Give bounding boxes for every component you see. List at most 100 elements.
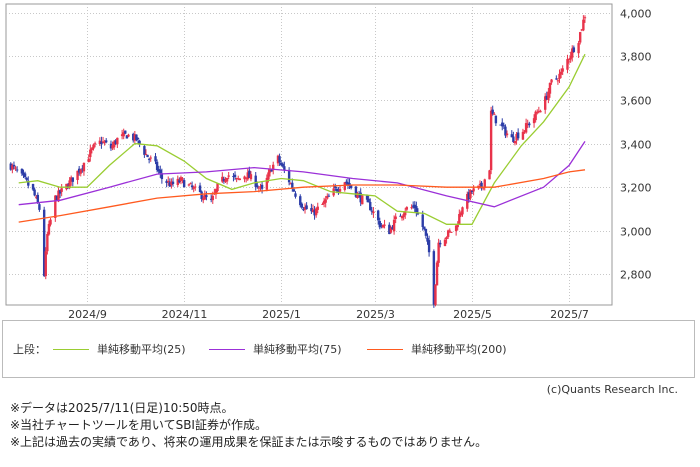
moving-average-line <box>18 141 586 208</box>
credit-text: (c)Quants Research Inc. <box>546 383 678 396</box>
candle-body <box>138 140 141 145</box>
candle-body <box>203 194 207 200</box>
y-tick-label: 3,200 <box>620 182 652 195</box>
candle-body <box>421 214 424 228</box>
candle-body <box>521 131 525 140</box>
candle-body <box>257 187 261 189</box>
candle-body <box>25 177 28 180</box>
y-tick-label: 4,000 <box>620 8 652 21</box>
candle-body <box>154 156 157 162</box>
candle-body <box>70 177 73 182</box>
candle-body <box>111 145 114 149</box>
candle-body <box>149 157 152 159</box>
candle-body <box>311 209 315 213</box>
candle-body <box>391 227 394 230</box>
candle-body <box>49 219 52 225</box>
candle-body <box>127 134 130 137</box>
candle-body <box>243 176 246 180</box>
candle-body <box>112 141 116 148</box>
candle-body <box>469 189 472 199</box>
candle-body <box>9 163 12 170</box>
candle-body <box>114 140 117 145</box>
candle-body <box>27 180 30 186</box>
candle-body <box>528 123 531 126</box>
candle-body <box>459 212 463 216</box>
candle-body <box>155 161 159 171</box>
y-tick-label: 3,600 <box>620 95 652 108</box>
candle-body <box>346 182 350 185</box>
candle-body <box>249 174 253 180</box>
candle-body <box>221 176 224 182</box>
candle-body <box>176 178 179 185</box>
candle-body <box>12 164 16 167</box>
candle-body <box>322 200 326 204</box>
candle-body <box>133 134 137 141</box>
candle-body <box>132 133 135 141</box>
candle-body <box>427 240 431 253</box>
candle-body <box>501 122 504 127</box>
candle-body <box>577 43 580 54</box>
candle-body <box>543 96 547 110</box>
candle-body <box>446 230 450 237</box>
candle-body <box>248 170 251 178</box>
candle-body <box>481 187 485 189</box>
candle-body <box>550 79 553 83</box>
candle-body <box>314 208 318 216</box>
candle-body <box>232 175 235 177</box>
moving-average-line <box>18 53 586 225</box>
candle-body <box>454 225 458 232</box>
candle-body <box>494 115 498 124</box>
candle-body <box>489 110 493 171</box>
candle-body <box>81 168 84 170</box>
candle-body <box>583 17 587 19</box>
candle-body <box>349 185 353 189</box>
candle-body <box>279 162 283 165</box>
legend-item-ma75: 単純移動平均(75) <box>209 341 342 357</box>
candle-body <box>225 178 229 182</box>
candle-body <box>361 195 364 205</box>
candle-body <box>505 133 509 136</box>
candle-body <box>354 186 358 197</box>
candle-body <box>392 219 396 232</box>
note-line: ※データは2025/7/11(日足)10:50時点。 <box>10 401 234 415</box>
candle-body <box>42 209 46 276</box>
candle-body <box>46 234 49 252</box>
candle-body <box>516 132 520 139</box>
note-line: ※当社チャートツールを用いてSBI証券が作成。 <box>10 418 267 432</box>
candle-body <box>79 169 82 174</box>
candle-body <box>310 208 313 212</box>
candle-body <box>548 82 552 94</box>
candle-body <box>11 165 14 170</box>
candle-body <box>372 211 375 214</box>
candle-body <box>432 251 436 305</box>
candle-body <box>536 112 539 114</box>
candle-body <box>467 192 471 200</box>
candle-body <box>566 59 569 70</box>
candle-body <box>244 177 248 179</box>
candle-body <box>571 48 574 58</box>
candle-body <box>246 172 249 180</box>
candle-body <box>555 78 558 80</box>
candle-body <box>334 186 337 188</box>
candle-body <box>23 173 27 178</box>
candle-body <box>394 216 397 220</box>
candle-body <box>100 141 103 145</box>
candle-body <box>559 71 563 75</box>
candle-body <box>281 163 284 167</box>
candle-body <box>345 181 348 183</box>
y-tick-label: 3,800 <box>620 51 652 64</box>
candle-body <box>93 143 97 145</box>
candle-body <box>443 239 447 247</box>
candle-body <box>321 203 324 205</box>
candle-body <box>450 231 453 233</box>
candle-body <box>222 178 226 182</box>
candle-body <box>182 180 186 188</box>
candle-body <box>327 195 331 197</box>
candle-body <box>434 284 437 305</box>
candle-body <box>165 180 168 184</box>
candle-body <box>376 210 380 221</box>
candle-body <box>524 123 528 133</box>
candle-body <box>147 158 151 160</box>
candle-body <box>292 189 296 192</box>
candle-body <box>125 135 129 139</box>
